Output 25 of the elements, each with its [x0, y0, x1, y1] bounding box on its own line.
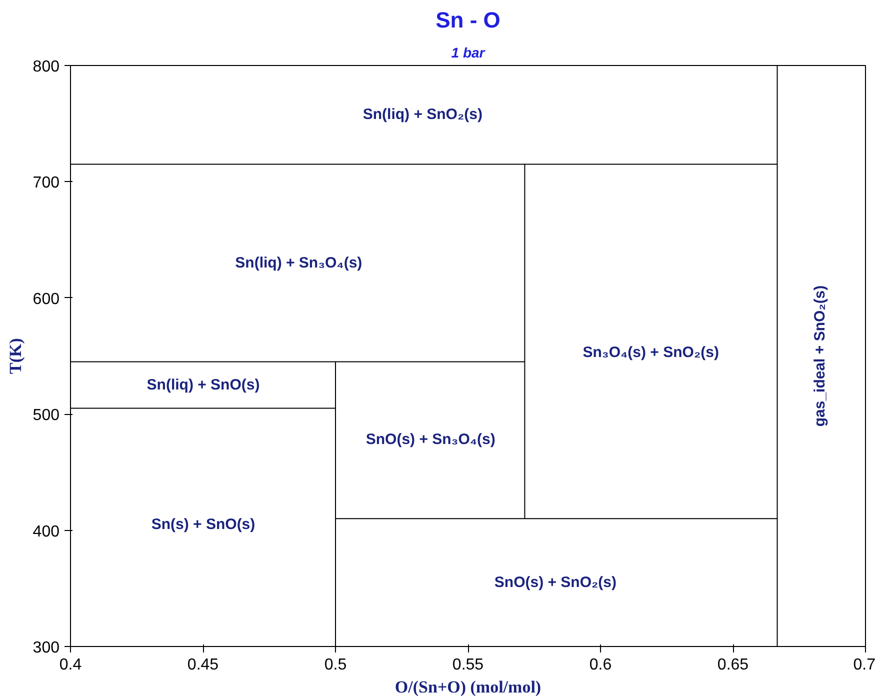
y-tick-label: 400: [32, 523, 60, 540]
annotation: gas_ideal + SnO₂(s): [812, 285, 829, 427]
x-tick-label: 0.65: [717, 656, 749, 674]
x-tick-label: 0.6: [589, 656, 612, 674]
annotation: Sn(liq) + SnO₂(s): [362, 106, 482, 123]
x-tick-label: 0.7: [853, 656, 875, 674]
y-tick-label: 300: [32, 640, 60, 656]
y-tick-label: 800: [32, 58, 60, 76]
annotation: SnO(s) + Sn₃O₄(s): [366, 431, 496, 448]
annotation: Sn(liq) + Sn₃O₄(s): [235, 254, 362, 272]
annotation: Sn₃O₄(s) + SnO₂(s): [582, 344, 719, 362]
x-tick-label: 0.5: [324, 656, 347, 674]
x-tick-label: 0.4: [59, 656, 82, 674]
annotation: Sn(s) + SnO(s): [151, 516, 256, 533]
annotation: Sn(liq) + SnO(s): [146, 376, 260, 394]
y-tick-label: 500: [32, 407, 60, 424]
y-tick-label: 700: [32, 174, 60, 192]
y-axis-title: T(K): [6, 338, 25, 374]
annotation: SnO(s) + SnO₂(s): [494, 574, 617, 592]
x-tick-label: 0.45: [187, 656, 219, 674]
x-tick-label: 0.55: [452, 656, 484, 674]
chart-subtitle: 1 bar: [451, 44, 486, 60]
y-tick-label: 600: [32, 290, 60, 308]
x-axis-title: O/(Sn+O) (mol/mol): [394, 678, 542, 696]
chart-title: Sn - O: [436, 8, 500, 32]
